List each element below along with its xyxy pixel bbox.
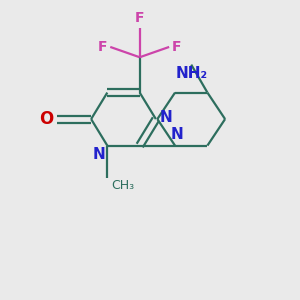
Text: F: F (135, 11, 144, 26)
Text: CH₃: CH₃ (111, 179, 134, 192)
Text: N: N (92, 147, 105, 162)
Text: O: O (40, 110, 54, 128)
Text: N: N (170, 127, 183, 142)
Text: NH₂: NH₂ (175, 66, 207, 81)
Text: N: N (159, 110, 172, 125)
Text: F: F (98, 40, 107, 54)
Text: F: F (172, 40, 182, 54)
